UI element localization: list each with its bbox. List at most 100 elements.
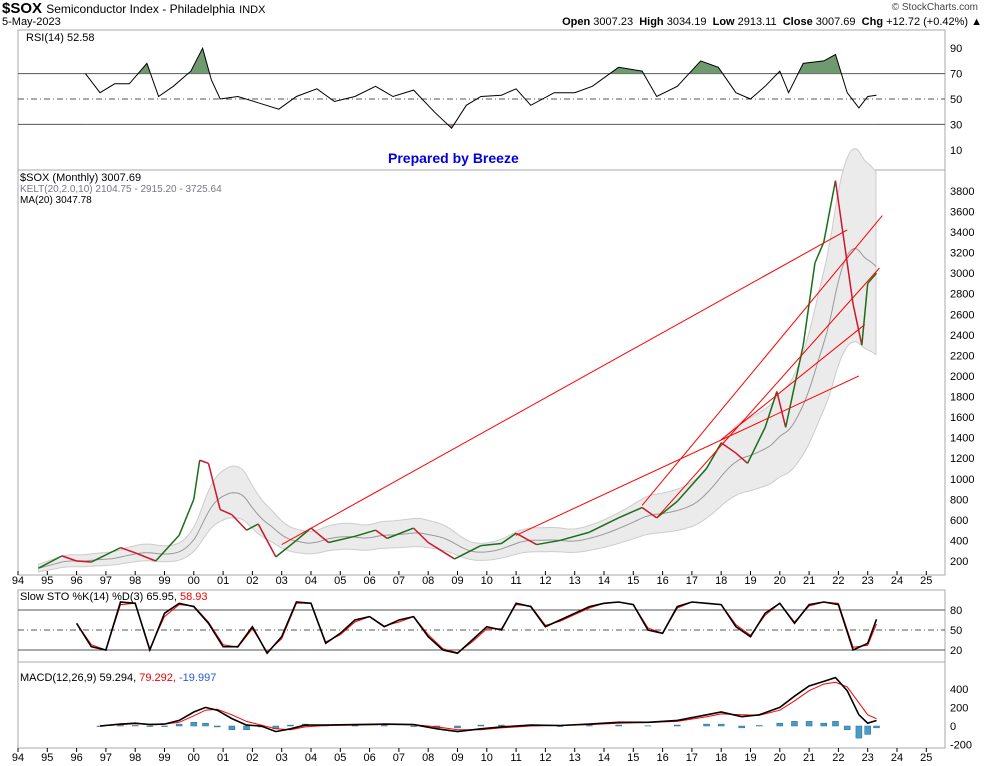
macd-histogram-bar bbox=[843, 725, 851, 730]
sto-d-legend: 58.93 bbox=[179, 591, 208, 603]
chart-title: $SOX Semiconductor Index - Philadelphia … bbox=[2, 0, 265, 17]
macd-histogram-bar bbox=[190, 722, 198, 727]
x-tick-label: 99 bbox=[158, 575, 170, 587]
price-segment bbox=[814, 242, 825, 264]
macd-histogram-bar bbox=[864, 725, 871, 735]
x-tick-label: 03 bbox=[276, 752, 288, 764]
price-segment bbox=[515, 532, 537, 546]
x-tick-label: 25 bbox=[920, 575, 932, 587]
x-tick-label: 00 bbox=[188, 752, 200, 764]
macd-histogram-bar bbox=[243, 725, 250, 730]
price-segment bbox=[413, 527, 429, 544]
price-segment bbox=[90, 546, 121, 563]
x-tick-label: 15 bbox=[627, 752, 639, 764]
trendline bbox=[281, 229, 848, 545]
x-tick-label: 08 bbox=[422, 575, 434, 587]
price-segment bbox=[480, 542, 502, 547]
x-tick-label: 20 bbox=[774, 752, 786, 764]
price-segment bbox=[720, 442, 737, 454]
price-y-tick: 800 bbox=[950, 494, 968, 506]
price-segment bbox=[219, 508, 233, 516]
price-segment bbox=[536, 539, 561, 546]
macd-histogram-bar bbox=[791, 721, 798, 727]
price-y-tick: 2400 bbox=[950, 330, 974, 342]
macd-histogram-bar bbox=[805, 721, 813, 727]
index-name: Semiconductor Index - Philadelphia bbox=[46, 2, 235, 16]
x-tick-label: 98 bbox=[129, 575, 141, 587]
close-value: 3007.69 bbox=[815, 16, 856, 28]
rsi-y-tick: 70 bbox=[950, 69, 962, 81]
price-y-tick: 1800 bbox=[950, 392, 974, 404]
macd-histogram-bar bbox=[228, 725, 236, 730]
macd-histogram-bar bbox=[454, 725, 461, 729]
price-segment bbox=[764, 391, 778, 428]
rsi-y-tick: 10 bbox=[950, 145, 962, 157]
price-y-tick: 2200 bbox=[950, 350, 974, 362]
x-tick-label: 09 bbox=[451, 752, 463, 764]
open-label: Open bbox=[562, 16, 591, 28]
price-segment bbox=[199, 459, 209, 465]
macd-histogram-bar bbox=[410, 725, 417, 727]
x-tick-label: 19 bbox=[744, 752, 756, 764]
macd-histogram-bar bbox=[477, 724, 485, 727]
x-tick-label: 22 bbox=[832, 752, 844, 764]
x-tick-label: 11 bbox=[510, 575, 521, 587]
price-segment bbox=[207, 463, 221, 510]
macd-signal-line bbox=[99, 681, 877, 731]
x-tick-label: 10 bbox=[481, 752, 493, 764]
price-segment bbox=[386, 527, 414, 540]
copyright: © StockCharts.com bbox=[891, 2, 978, 13]
price-segment bbox=[867, 272, 878, 284]
price-segment bbox=[705, 442, 722, 469]
x-tick-label: 11 bbox=[510, 752, 521, 764]
price-segment bbox=[776, 391, 787, 428]
high-value: 3034.19 bbox=[666, 16, 707, 28]
x-tick-label: 07 bbox=[393, 575, 405, 587]
x-tick-label: 06 bbox=[363, 575, 375, 587]
trendline bbox=[641, 215, 883, 506]
sto-y-tick: 80 bbox=[950, 605, 962, 617]
price-segment bbox=[193, 460, 201, 500]
x-tick-label: 23 bbox=[862, 575, 874, 587]
price-segment bbox=[641, 506, 658, 519]
price-y-tick: 600 bbox=[950, 515, 968, 527]
price-segment bbox=[852, 303, 863, 346]
x-tick-label: 24 bbox=[891, 752, 903, 764]
x-tick-label: 12 bbox=[539, 575, 551, 587]
price-segment bbox=[76, 560, 92, 563]
x-tick-label: 21 bbox=[803, 575, 815, 587]
x-tick-label: 21 bbox=[803, 752, 815, 764]
macd-histogram-bar bbox=[615, 724, 622, 727]
watermark: Prepared by Breeze bbox=[388, 150, 519, 166]
x-tick-label: 98 bbox=[129, 752, 141, 764]
price-segment bbox=[328, 535, 356, 544]
macd-histogram-bar bbox=[498, 724, 505, 727]
rsi-y-tick: 90 bbox=[950, 43, 962, 55]
price-segment bbox=[501, 532, 517, 545]
x-tick-label: 95 bbox=[41, 752, 53, 764]
price-segment bbox=[843, 242, 854, 305]
macd-histogram-bar bbox=[202, 722, 209, 727]
kelt-legend: KELT(20,2.0,10) 2104.75 - 2915.20 - 3725… bbox=[20, 184, 222, 195]
x-tick-label: 94 bbox=[12, 575, 24, 587]
price-y-tick: 2800 bbox=[950, 289, 974, 301]
rsi-y-tick: 30 bbox=[950, 119, 962, 131]
sto-y-tick: 50 bbox=[950, 625, 962, 637]
trendline bbox=[656, 267, 880, 519]
macd-histogram-bar bbox=[703, 723, 710, 727]
price-y-tick: 1400 bbox=[950, 433, 974, 445]
x-tick-label: 20 bbox=[774, 575, 786, 587]
macd-histogram-bar bbox=[832, 721, 839, 727]
keltner-band bbox=[38, 148, 877, 573]
price-y-tick: 2000 bbox=[950, 371, 974, 383]
macd-histogram-bar bbox=[175, 723, 183, 727]
x-tick-label: 16 bbox=[656, 575, 668, 587]
macd-y-tick: 200 bbox=[950, 702, 968, 714]
price-segment bbox=[784, 344, 804, 428]
x-tick-label: 14 bbox=[598, 752, 610, 764]
x-tick-label: 15 bbox=[627, 575, 639, 587]
sto-legend: Slow STO %K(14) %D(3) 65.95, 58.93 bbox=[20, 591, 208, 603]
price-legend: $SOX (Monthly) 3007.69 bbox=[20, 172, 142, 184]
